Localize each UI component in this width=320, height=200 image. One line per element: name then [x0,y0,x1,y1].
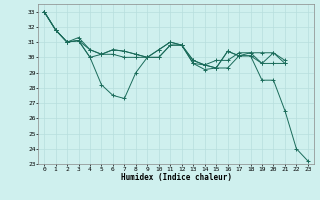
X-axis label: Humidex (Indice chaleur): Humidex (Indice chaleur) [121,173,231,182]
